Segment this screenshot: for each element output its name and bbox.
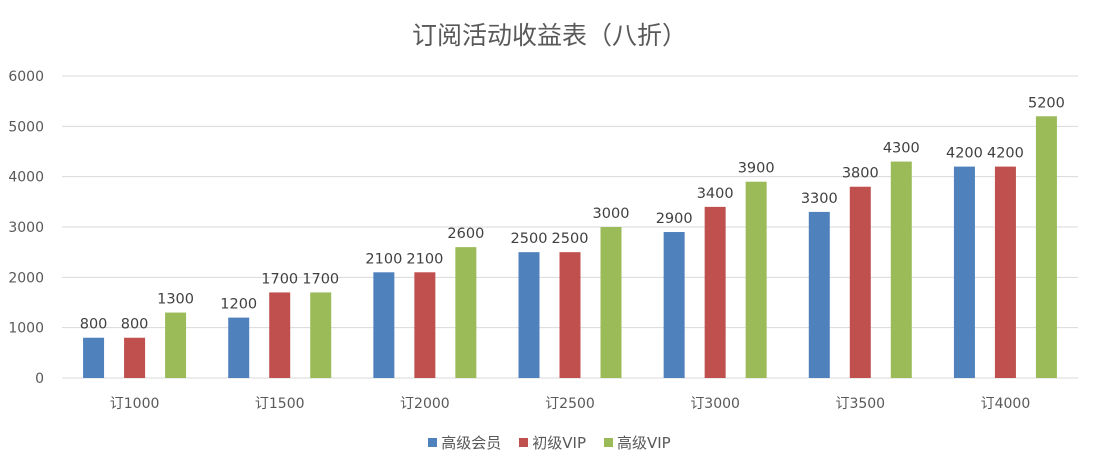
bar bbox=[228, 317, 250, 378]
data-label: 1300 bbox=[157, 292, 194, 308]
bar bbox=[269, 292, 291, 378]
bar bbox=[373, 272, 395, 378]
data-label: 1700 bbox=[261, 271, 298, 287]
data-label: 4200 bbox=[987, 146, 1024, 162]
data-label: 4300 bbox=[883, 141, 920, 157]
bar bbox=[518, 252, 540, 378]
legend: 高级会员 初级VIP 高级VIP bbox=[0, 432, 1099, 453]
data-label: 5200 bbox=[1028, 95, 1065, 111]
x-tick-label: 订3000 bbox=[690, 396, 740, 412]
data-label: 2600 bbox=[447, 226, 484, 242]
x-tick-label: 订2500 bbox=[545, 396, 595, 412]
y-tick-label: 0 bbox=[35, 371, 44, 387]
bar bbox=[83, 337, 105, 378]
y-tick-label: 1000 bbox=[8, 321, 44, 337]
legend-item: 高级VIP bbox=[604, 432, 671, 453]
legend-swatch bbox=[604, 438, 613, 447]
data-label: 800 bbox=[80, 317, 108, 333]
x-tick-label: 订2000 bbox=[400, 396, 450, 412]
legend-item: 初级VIP bbox=[519, 432, 586, 453]
bar bbox=[124, 337, 146, 378]
x-tick-label: 订1000 bbox=[110, 396, 160, 412]
x-tick-label: 订4000 bbox=[981, 396, 1031, 412]
data-label: 2900 bbox=[656, 211, 693, 227]
bar bbox=[808, 211, 830, 378]
data-label: 3300 bbox=[801, 191, 838, 207]
x-tick-label: 订1500 bbox=[255, 396, 305, 412]
bar bbox=[704, 206, 726, 378]
bar bbox=[745, 181, 767, 378]
x-tick-label: 订3500 bbox=[835, 396, 885, 412]
data-label: 1700 bbox=[302, 271, 339, 287]
bar bbox=[165, 312, 187, 378]
legend-swatch bbox=[519, 438, 529, 447]
legend-item: 高级会员 bbox=[428, 432, 501, 453]
y-tick-label: 3000 bbox=[8, 220, 44, 236]
data-label: 1200 bbox=[220, 297, 257, 313]
data-label: 3800 bbox=[842, 166, 879, 182]
bar bbox=[1035, 116, 1057, 379]
data-label: 2500 bbox=[511, 231, 548, 247]
y-tick-label: 2000 bbox=[8, 270, 44, 286]
legend-swatch bbox=[428, 438, 438, 447]
y-tick-label: 4000 bbox=[8, 170, 44, 186]
data-label: 3000 bbox=[593, 206, 630, 222]
bar bbox=[559, 252, 581, 378]
bar bbox=[663, 232, 685, 378]
legend-label: 高级会员 bbox=[441, 434, 502, 452]
data-label: 3400 bbox=[697, 186, 734, 202]
chart-title: 订阅活动收益表（八折） bbox=[411, 21, 687, 50]
data-label: 3900 bbox=[738, 161, 775, 177]
y-tick-label: 6000 bbox=[8, 69, 44, 85]
bar bbox=[600, 227, 622, 378]
legend-label: 高级VIP bbox=[617, 434, 671, 452]
bar bbox=[994, 166, 1016, 378]
bar bbox=[310, 292, 332, 378]
data-label: 2100 bbox=[406, 251, 443, 267]
data-label: 2500 bbox=[552, 231, 589, 247]
y-tick-label: 5000 bbox=[8, 119, 44, 135]
data-label: 2100 bbox=[365, 251, 402, 267]
data-label: 4200 bbox=[946, 146, 983, 162]
legend-label: 初级VIP bbox=[532, 434, 586, 452]
bar bbox=[953, 166, 975, 378]
data-label: 800 bbox=[121, 317, 149, 333]
bar bbox=[849, 186, 871, 378]
bar bbox=[890, 161, 912, 378]
bar bbox=[414, 272, 436, 378]
bar bbox=[455, 247, 477, 378]
